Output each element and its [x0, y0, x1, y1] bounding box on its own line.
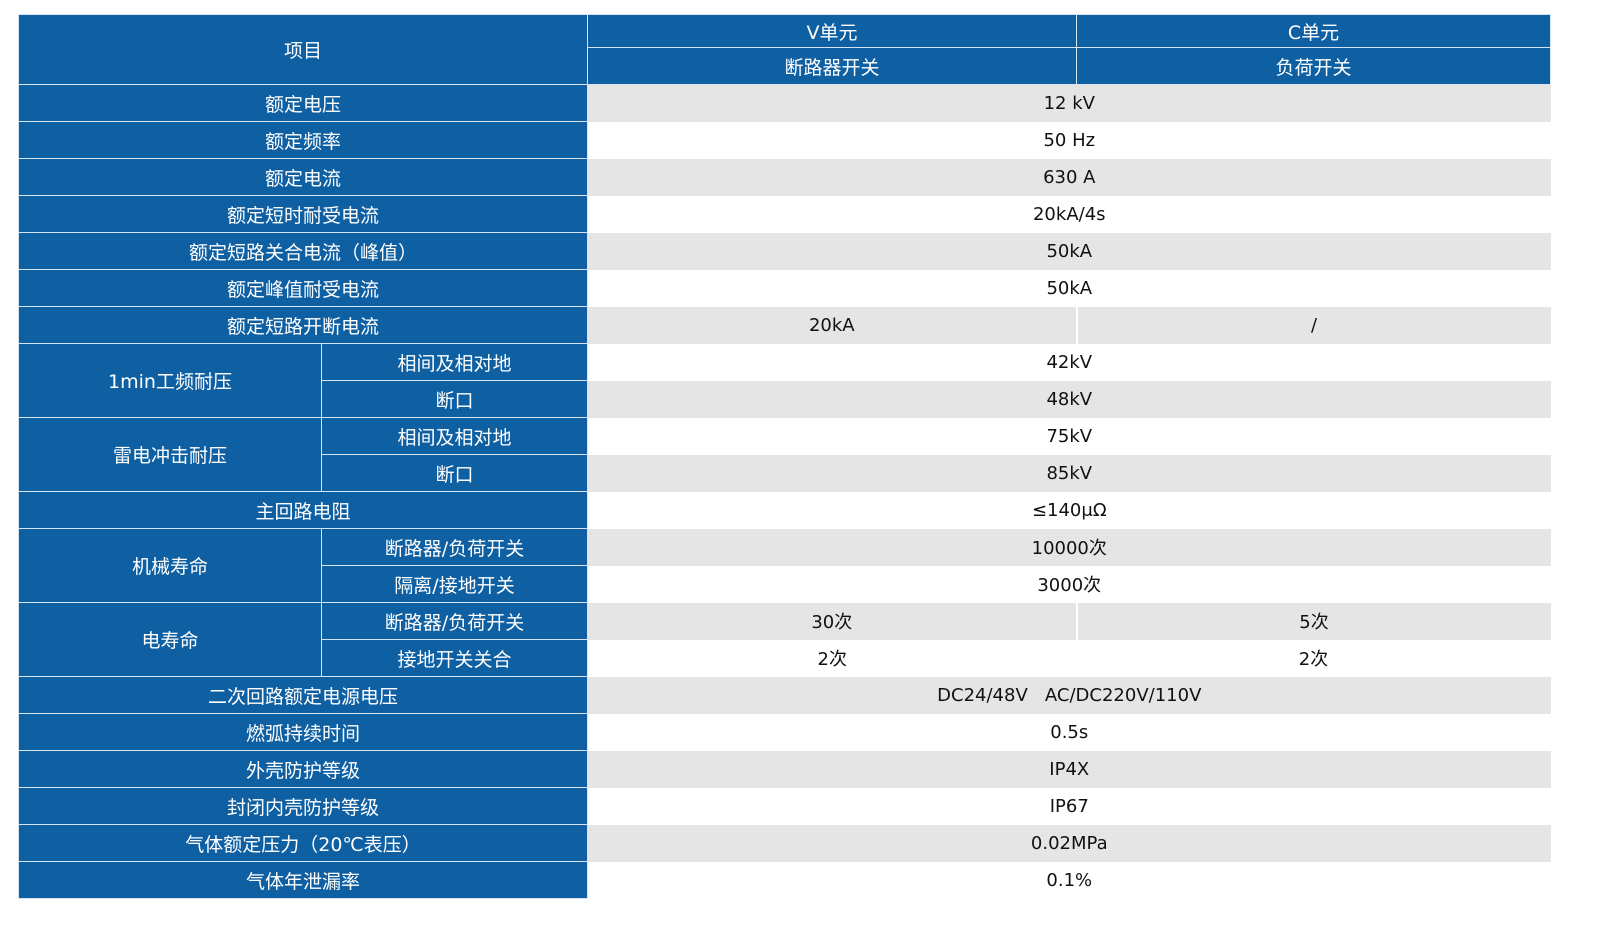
table-row: 主回路电阻 ≤140μΩ [17, 491, 1551, 529]
row-label: 额定短路开断电流 [17, 306, 589, 344]
row-value: 12 kV [1043, 92, 1095, 114]
row-value: 630 A [1043, 166, 1096, 188]
row-label: 二次回路额定电源电压 [17, 676, 589, 714]
row-value-v: 2次 [817, 649, 847, 670]
sub-label: 断路器/负荷开关 [320, 528, 589, 566]
row-value: DC24/48V AC/DC220V/110V [937, 684, 1202, 706]
table-row: 额定峰值耐受电流 50kA [17, 269, 1551, 307]
row-value: 48kV [1046, 388, 1093, 410]
sub-label: 隔离/接地开关 [320, 565, 589, 603]
table-row: 额定短路开断电流 20kA / [17, 306, 1551, 344]
row-value: 75kV [1046, 425, 1093, 447]
sub-label: 相间及相对地 [320, 343, 589, 381]
row-value: 0.1% [1046, 869, 1093, 891]
group-label: 1min工频耐压 [18, 343, 322, 418]
row-value: IP4X [1049, 758, 1090, 780]
sub-label: 断口 [320, 380, 589, 418]
row-value: ≤140μΩ [1031, 499, 1107, 521]
row-value: 3000次 [1037, 575, 1102, 596]
row-label: 气体额定压力（20℃表压） [17, 824, 589, 862]
table-row: 二次回路额定电源电压 DC24/48V AC/DC220V/110V [17, 676, 1551, 714]
row-value: 0.5s [1050, 721, 1089, 743]
row-value: 50kA [1046, 277, 1093, 299]
group-label: 电寿命 [18, 602, 322, 677]
sub-label: 相间及相对地 [320, 417, 589, 455]
row-value-v: 30次 [587, 602, 1078, 640]
row-value: 85kV [1046, 462, 1093, 484]
table-row: 封闭内壳防护等级 IP67 [17, 787, 1551, 825]
row-value: 20kA/4s [1032, 203, 1106, 225]
group-label: 机械寿命 [18, 528, 322, 603]
row-label: 额定峰值耐受电流 [17, 269, 589, 307]
table-row: 额定短时耐受电流 20kA/4s [17, 195, 1551, 233]
row-value-c: 5次 [1299, 612, 1329, 633]
row-value: 42kV [1046, 351, 1093, 373]
table-row: 外壳防护等级 IP4X [17, 750, 1551, 788]
table-row: 1min工频耐压 相间及相对地 42kV [18, 343, 1551, 418]
row-value-v: 20kA [587, 306, 1078, 344]
table-row: 额定频率 50 Hz [17, 121, 1551, 159]
row-label: 主回路电阻 [17, 491, 589, 529]
row-value: 10000次 [1031, 538, 1107, 559]
row-label: 燃弧持续时间 [17, 713, 589, 751]
row-label: 额定短时耐受电流 [17, 195, 589, 233]
header-c-switch: 负荷开关 [1076, 47, 1552, 85]
row-label: 外壳防护等级 [17, 750, 589, 788]
row-value: 0.02MPa [1030, 832, 1108, 854]
row-label: 额定频率 [17, 121, 589, 159]
row-label: 额定电压 [17, 84, 589, 122]
table-row: 气体年泄漏率 0.1% [17, 861, 1551, 899]
table-row: 雷电冲击耐压 相间及相对地 75kV [18, 417, 1551, 492]
table-row: 额定电压 12 kV [17, 84, 1551, 122]
row-value-c: / [1310, 314, 1318, 336]
header-v-switch: 断路器开关 [587, 47, 1078, 85]
row-label: 额定电流 [17, 158, 589, 196]
row-value: 50kA [1046, 240, 1093, 262]
sub-label: 接地开关关合 [320, 639, 589, 677]
row-value-c: 2次 [1298, 649, 1329, 670]
row-label: 气体年泄漏率 [17, 861, 589, 899]
table-row: 额定电流 630 A [17, 158, 1551, 196]
sub-label: 断路器/负荷开关 [320, 602, 589, 640]
table-row: 气体额定压力（20℃表压） 0.02MPa [17, 824, 1551, 862]
table-row: 机械寿命 断路器/负荷开关 10000次 [18, 528, 1551, 603]
sub-label: 断口 [320, 454, 589, 492]
table-row: 额定短路关合电流（峰值） 50kA [17, 232, 1551, 270]
header-item: 项目 [17, 14, 589, 85]
table-row: 燃弧持续时间 0.5s [17, 713, 1551, 751]
table-row: 电寿命 断路器/负荷开关 30次 5次 [18, 602, 1551, 677]
row-label: 封闭内壳防护等级 [17, 787, 589, 825]
header-c-unit: C单元 [1076, 14, 1552, 48]
row-value: 50 Hz [1043, 129, 1096, 151]
spec-table: 项目 V单元 C单元 断路器开关 负荷开关 额定电压 12 kV 额定频率 50 H… [17, 14, 1552, 899]
header-v-unit: V单元 [587, 14, 1078, 48]
row-value: IP67 [1049, 795, 1089, 817]
row-label: 额定短路关合电流（峰值） [17, 232, 589, 270]
group-label: 雷电冲击耐压 [18, 417, 322, 492]
